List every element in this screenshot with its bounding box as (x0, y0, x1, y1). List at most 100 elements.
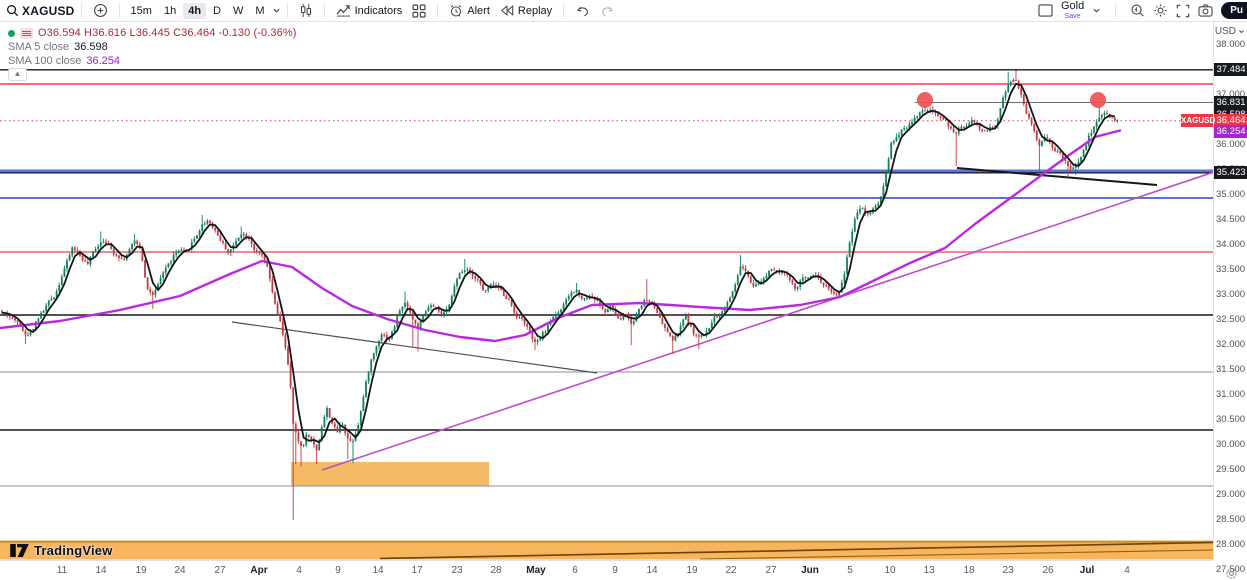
price-badge: 36.254 (1214, 124, 1247, 138)
symbol-name[interactable]: XAGUSD (22, 3, 75, 18)
price-tick: 32.500 (1216, 314, 1246, 325)
price-tick: 28.500 (1216, 514, 1246, 525)
price-badge: 36.464 (1214, 114, 1247, 128)
interval-M[interactable]: M (255, 4, 265, 17)
redo-icon[interactable] (595, 3, 620, 19)
price-tick: 34.500 (1216, 214, 1246, 225)
sma100-legend[interactable]: SMA 100 close 36.254 (8, 55, 121, 67)
chart-style-icon[interactable] (294, 1, 318, 20)
price-tick: 28.000 (1216, 539, 1246, 550)
time-tick: 24 (174, 565, 186, 576)
indicators-button[interactable]: Indicators (331, 2, 408, 19)
time-tick: 11 (56, 565, 68, 576)
market-status-dot (8, 29, 15, 37)
camera-snapshot-icon[interactable] (1198, 4, 1213, 17)
time-tick: 4 (296, 565, 302, 576)
interval-D[interactable]: D (213, 4, 221, 17)
price-tick: 30.500 (1216, 414, 1246, 425)
sma5-legend[interactable]: SMA 5 close 36.598 (8, 41, 108, 53)
price-tick: 35.000 (1216, 189, 1246, 200)
timezone-gear-icon[interactable] (1225, 567, 1238, 580)
sma100-line (0, 129, 1122, 343)
tradingview-logo-icon (10, 544, 29, 557)
time-tick: 27 (765, 565, 777, 576)
price-tick: 37.000 (1216, 89, 1246, 100)
trend-line (321, 171, 1213, 471)
price-axis[interactable]: USD 38.00037.50037.00036.50036.00035.500… (1213, 22, 1247, 575)
currency-selector[interactable]: USD (1215, 26, 1245, 37)
save-status[interactable]: Save (1064, 13, 1081, 20)
alert-button[interactable]: Alert (444, 2, 495, 20)
tradingview-watermark[interactable]: TradingView (10, 542, 113, 559)
price-badge: 37.484 (1214, 63, 1247, 77)
price-tick: 29.000 (1216, 489, 1246, 500)
time-tick: 18 (963, 565, 975, 576)
time-tick: 28 (490, 565, 502, 576)
time-tick: 14 (646, 565, 658, 576)
price-tick: 31.000 (1216, 389, 1246, 400)
price-tick: 32.000 (1216, 339, 1246, 350)
interval-1h[interactable]: 1h (163, 4, 177, 17)
search-icon[interactable] (6, 4, 19, 17)
time-tick: 23 (1002, 565, 1014, 576)
sma5-line (1, 83, 1115, 444)
indicators-icon (336, 4, 351, 17)
price-tick: 31.500 (1216, 364, 1246, 375)
interval-15m[interactable]: 15m (130, 4, 152, 17)
chevron-down-icon[interactable] (272, 6, 281, 15)
price-badge: 36.831 (1214, 95, 1247, 109)
price-tick: 38.000 (1216, 39, 1246, 50)
layout-name[interactable]: Gold Save (1060, 0, 1085, 21)
time-tick: 9 (612, 565, 618, 576)
legend-menu-icon[interactable] (20, 27, 33, 39)
price-tick: 36.000 (1216, 139, 1246, 150)
time-tick: 22 (725, 565, 737, 576)
time-tick: 4 (1124, 565, 1130, 576)
chevron-down-icon[interactable] (1092, 6, 1101, 15)
layout-panel-icon[interactable] (1038, 4, 1053, 17)
time-tick: 19 (135, 565, 147, 576)
legend-collapse-button[interactable]: ▲ (8, 68, 27, 81)
chart-legend: O36.594 H36.616 L36.445 C36.464 -0.130 (… (8, 26, 297, 68)
time-tick: 10 (884, 565, 896, 576)
time-tick: 23 (451, 565, 463, 576)
chart-area: O36.594 H36.616 L36.445 C36.464 -0.130 (… (0, 22, 1247, 580)
undo-icon[interactable] (570, 3, 595, 19)
ohlc-readout: O36.594 H36.616 L36.445 C36.464 -0.130 (… (38, 27, 297, 39)
indicator-templates-icon[interactable] (407, 2, 431, 20)
alarm-clock-icon (449, 4, 463, 18)
interval-4h[interactable]: 4h (183, 2, 207, 19)
time-axis[interactable]: 11 14 19 24 27 Apr 4 9 14 17 23 28 May 6 9 14 19 22 27 Jun 5… (0, 560, 1213, 580)
quick-search-icon[interactable] (1130, 3, 1145, 18)
settings-gear-icon[interactable] (1153, 3, 1168, 18)
time-tick: 5 (847, 565, 853, 576)
time-tick: 27 (214, 565, 226, 576)
time-tick: Jul (1079, 565, 1095, 576)
time-tick: Jun (801, 565, 819, 576)
time-tick: 9 (335, 565, 341, 576)
interval-W[interactable]: W (233, 4, 244, 17)
publish-button[interactable]: Pu (1221, 2, 1247, 19)
top-toolbar: XAGUSD 15m 1h 4h D W M Indicators A (0, 0, 1247, 22)
price-tick: 34.000 (1216, 239, 1246, 250)
time-tick: 13 (923, 565, 935, 576)
price-line-symbol-tag: XAGUSD (1181, 114, 1216, 127)
demand-zone-box (291, 462, 489, 486)
fullscreen-icon[interactable] (1176, 4, 1190, 18)
compare-add-icon[interactable] (88, 1, 113, 20)
chart-canvas[interactable] (0, 22, 1213, 560)
price-tick: 33.500 (1216, 264, 1246, 275)
rewind-icon (500, 5, 514, 16)
time-tick: May (526, 565, 546, 576)
price-tick: 33.000 (1216, 289, 1246, 300)
time-tick: 14 (372, 565, 384, 576)
time-tick: 6 (572, 565, 578, 576)
price-badge: 35.423 (1214, 166, 1247, 180)
time-tick: 17 (411, 565, 423, 576)
time-tick: 26 (1042, 565, 1054, 576)
replay-button[interactable]: Replay (495, 3, 557, 19)
rejection-marker (917, 92, 933, 108)
chevron-down-icon (1239, 30, 1244, 34)
trend-line (956, 167, 1158, 186)
